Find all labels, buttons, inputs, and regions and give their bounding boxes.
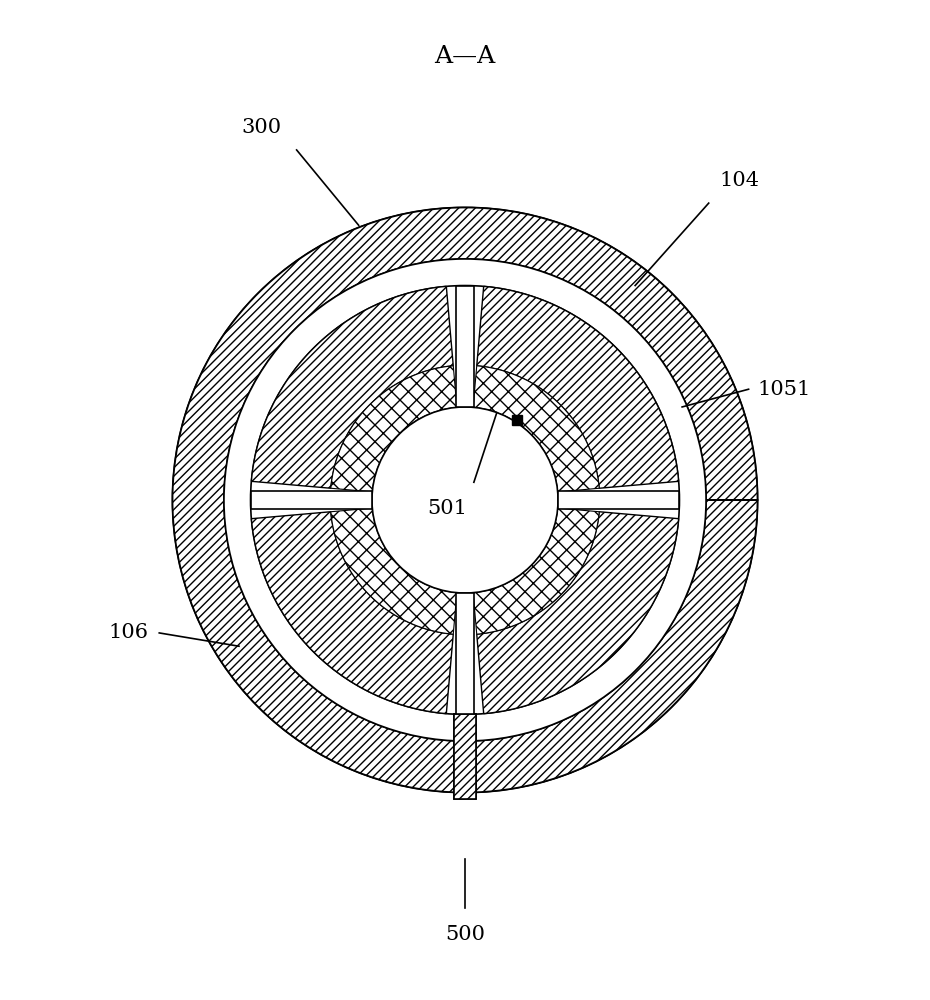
Polygon shape — [456, 593, 474, 714]
Circle shape — [173, 208, 757, 792]
Circle shape — [372, 407, 558, 593]
Polygon shape — [473, 366, 599, 492]
Bar — [454, 714, 476, 799]
Circle shape — [224, 259, 706, 741]
Polygon shape — [251, 512, 453, 714]
Text: 300: 300 — [241, 118, 281, 137]
Circle shape — [250, 286, 680, 714]
Text: A—A: A—A — [434, 45, 496, 68]
Bar — [454, 714, 476, 799]
Polygon shape — [558, 491, 680, 509]
Polygon shape — [477, 512, 679, 714]
Polygon shape — [331, 508, 457, 634]
Text: 106: 106 — [108, 623, 148, 642]
Polygon shape — [250, 491, 372, 509]
Polygon shape — [173, 208, 757, 792]
Polygon shape — [477, 286, 679, 488]
Text: 104: 104 — [720, 171, 760, 190]
Polygon shape — [456, 286, 474, 407]
Polygon shape — [251, 286, 453, 488]
Polygon shape — [331, 366, 457, 492]
Polygon shape — [473, 508, 599, 634]
Text: 501: 501 — [427, 499, 467, 518]
Text: 500: 500 — [445, 925, 485, 944]
Text: 1051: 1051 — [757, 380, 811, 399]
